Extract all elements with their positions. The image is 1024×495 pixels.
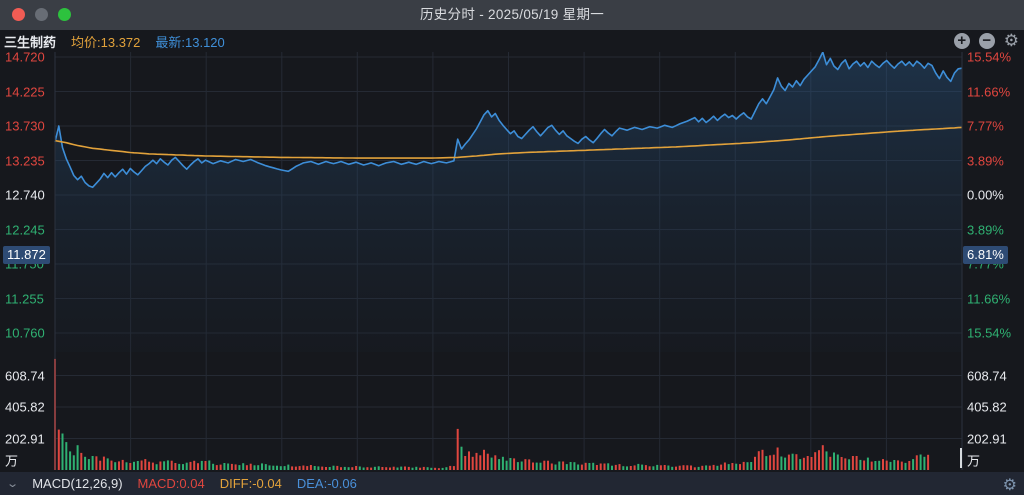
percent-axis-label: 11.66%: [967, 291, 1011, 306]
stock-name: 三生制药: [4, 34, 57, 50]
average-price-line: [54, 126, 963, 159]
zoom-out-icon[interactable]: −: [978, 32, 995, 49]
info-bar: 三生制药 均价:13.372 最新:13.120 + − ⚙: [0, 30, 1024, 52]
percent-axis-label: 11.66%: [967, 84, 1011, 99]
price-axis-label: 14.720: [5, 49, 45, 65]
dea-value: DEA:-0.06: [296, 476, 357, 491]
fullscreen-button[interactable]: [58, 8, 71, 21]
volume-axis-label: 202.91: [967, 431, 1007, 446]
diff-value: DIFF:-0.04: [219, 476, 282, 491]
price-line: [54, 52, 963, 189]
percent-axis-label: 3.89%: [967, 222, 1004, 237]
percent-axis-label: 15.54%: [967, 325, 1012, 341]
price-axis-label: 10.760: [5, 325, 45, 341]
indicator-bar: ⌄ MACD(12,26,9) MACD:0.04 DIFF:-0.04 DEA…: [0, 472, 1024, 495]
price-axis-label: 14.225: [5, 84, 45, 99]
zoom-in-icon[interactable]: +: [953, 32, 970, 49]
volume-axis-label: 405.82: [5, 399, 45, 415]
current-percent-badge: 6.81%: [963, 246, 1008, 265]
volume-axis-label: 万: [967, 453, 981, 469]
indicator-name[interactable]: MACD(12,26,9): [32, 476, 123, 491]
chevron-down-icon[interactable]: ⌄: [6, 478, 20, 490]
volume-axis-label: 202.91: [5, 431, 45, 446]
current-price-badge: 11.872: [3, 246, 50, 265]
price-axis-label: 11.255: [5, 291, 44, 306]
price-axis-label: 13.235: [5, 153, 45, 168]
price-axis-label: 12.740: [5, 187, 45, 203]
price-area-fill: [55, 52, 962, 352]
intraday-chart[interactable]: 14.72014.22513.73013.23512.74012.24511.7…: [0, 49, 1024, 470]
price-axis-label: 13.730: [5, 118, 45, 134]
macd-value: MACD:0.04: [137, 476, 205, 491]
indicator-settings-gear-icon[interactable]: ⚙: [1002, 477, 1017, 494]
percent-axis-label: 15.54%: [967, 49, 1012, 65]
percent-axis-label: 0.00%: [967, 187, 1004, 203]
chart-canvas[interactable]: [0, 52, 1024, 470]
average-price-value: 均价:13.372: [71, 34, 141, 50]
volume-axis-label: 608.74: [967, 368, 1007, 384]
traffic-lights: [12, 8, 71, 21]
volume-axis-label: 万: [5, 453, 19, 469]
price-axis-label: 12.245: [5, 222, 45, 237]
volume-axis-label: 405.82: [967, 399, 1007, 415]
chart-toolbar: + − ⚙: [953, 31, 1019, 50]
title-bar: 历史分时 - 2025/05/19 星期一: [0, 0, 1024, 30]
minimize-button[interactable]: [35, 8, 48, 21]
percent-axis-label: 7.77%: [967, 118, 1004, 134]
gear-icon[interactable]: ⚙: [1003, 31, 1019, 50]
close-button[interactable]: [12, 8, 25, 21]
volume-axis-label: 608.74: [5, 368, 45, 384]
latest-price-value: 最新:13.120: [155, 34, 225, 50]
percent-axis-label: 3.89%: [967, 153, 1004, 168]
window-title: 历史分时 - 2025/05/19 星期一: [419, 7, 605, 22]
